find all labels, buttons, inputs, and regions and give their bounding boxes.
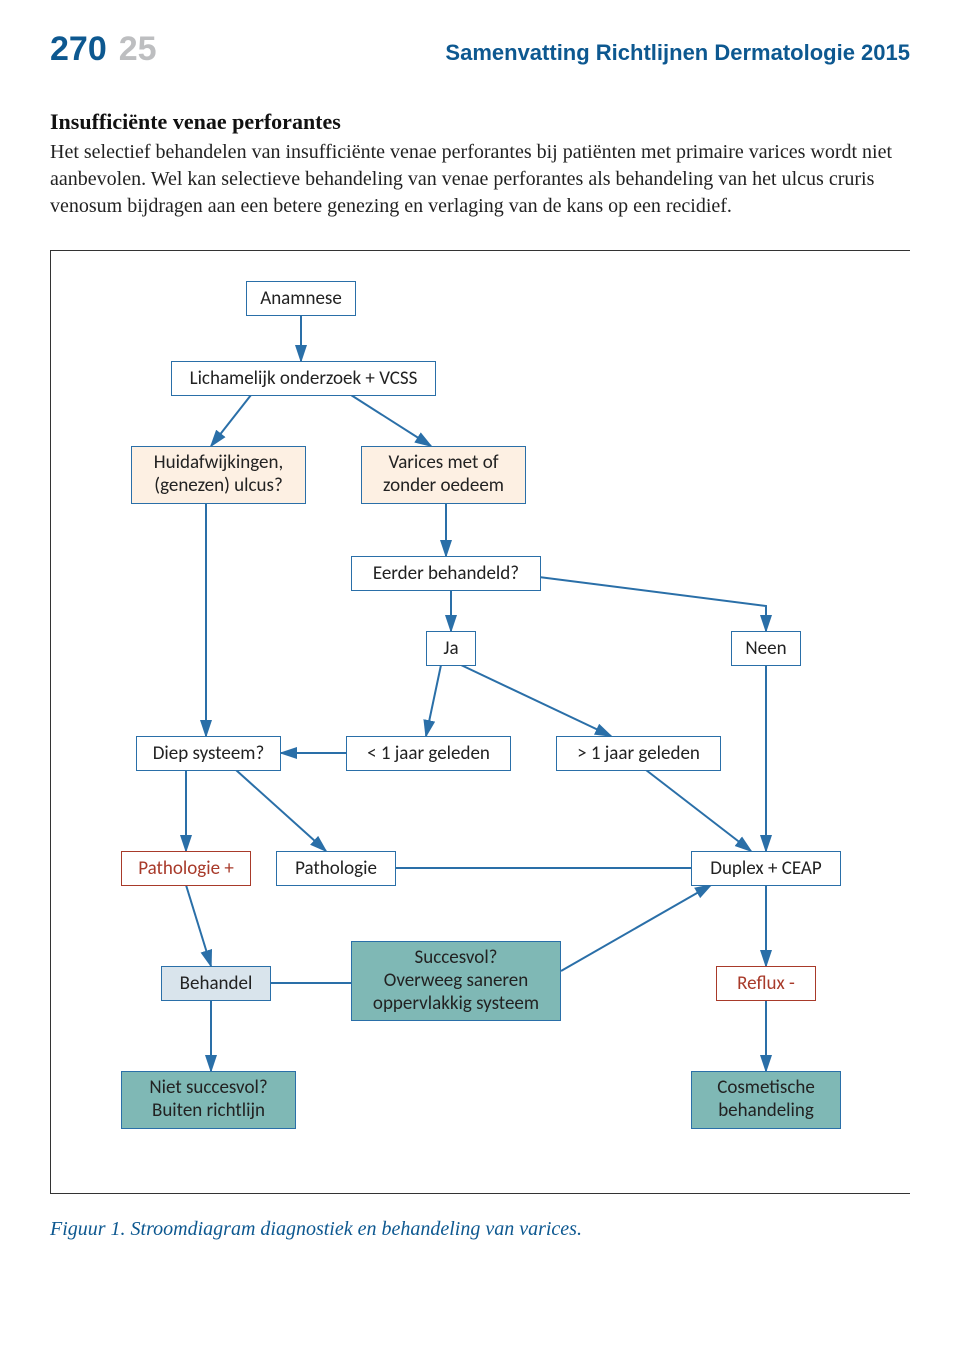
node-eerder: Eerder behandeld?	[351, 556, 541, 591]
page-number: 270	[50, 30, 107, 69]
figure-caption: Figuur 1. Stroomdiagram diagnostiek en b…	[50, 1218, 910, 1241]
node-varices: Varices met ofzonder oedeem	[361, 446, 526, 504]
chapter-number: 25	[119, 30, 157, 69]
edge-succes-duplex	[561, 885, 711, 971]
flowchart: Anamnese Lichamelijk onderzoek + VCSS Huid…	[51, 281, 910, 1171]
node-niet: Niet succesvol?Buiten richtlijn	[121, 1071, 296, 1129]
edge-licham-varices	[351, 395, 431, 446]
edge-ja-gt1	[461, 665, 611, 736]
edge-pathplus-behandel	[186, 885, 211, 966]
node-anamnese: Anamnese	[246, 281, 356, 316]
edge-licham-huid	[211, 395, 251, 446]
node-cosm: Cosmetischebehandeling	[691, 1071, 841, 1129]
node-licham: Lichamelijk onderzoek + VCSS	[171, 361, 436, 396]
page-header: 270 25 Samenvatting Richtlijnen Dermatol…	[50, 30, 910, 69]
node-reflux: Reflux -	[716, 966, 816, 1001]
section-heading: Insufficiënte venae perforantes	[50, 109, 910, 135]
node-neen: Neen	[731, 631, 801, 666]
node-diep: Diep systeem?	[136, 736, 281, 771]
node-lt1: < 1 jaar geleden	[346, 736, 511, 771]
edge-ja-lt1	[426, 665, 441, 736]
edge-diep-path	[236, 770, 326, 851]
flowchart-edges	[51, 281, 910, 1171]
node-duplex: Duplex + CEAP	[691, 851, 841, 886]
node-behandel: Behandel	[161, 966, 271, 1001]
node-path: Pathologie	[276, 851, 396, 886]
node-huid: Huidafwijkingen,(genezen) ulcus?	[131, 446, 306, 504]
edge-eerder-neen	[531, 576, 766, 631]
node-gt1: > 1 jaar geleden	[556, 736, 721, 771]
edge-gt1-duplex	[646, 770, 751, 851]
node-pathplus: Pathologie +	[121, 851, 251, 886]
document-title: Samenvatting Richtlijnen Dermatologie 20…	[199, 40, 910, 66]
flowchart-frame: Anamnese Lichamelijk onderzoek + VCSS Huid…	[50, 250, 910, 1194]
section-body: Het selectief behandelen van insufficiën…	[50, 139, 910, 220]
node-succes: Succesvol?Overweeg sanerenoppervlakkig s…	[351, 941, 561, 1021]
node-ja: Ja	[426, 631, 476, 666]
